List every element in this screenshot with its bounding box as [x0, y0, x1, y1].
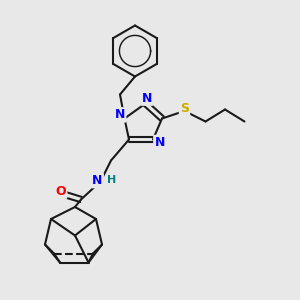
Text: N: N	[115, 108, 125, 122]
Text: S: S	[180, 102, 189, 116]
Text: N: N	[154, 136, 165, 149]
Text: H: H	[107, 175, 116, 185]
Text: N: N	[142, 92, 152, 105]
Text: O: O	[56, 184, 66, 198]
Text: N: N	[92, 174, 103, 187]
